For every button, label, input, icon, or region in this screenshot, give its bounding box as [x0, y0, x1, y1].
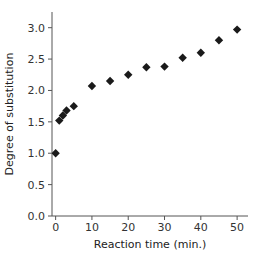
points — [52, 25, 241, 157]
point — [70, 102, 78, 110]
y-tick-label: 2.0 — [28, 84, 46, 97]
x-axis-label: Reaction time (min.) — [94, 238, 206, 251]
point — [197, 49, 205, 57]
point — [142, 63, 150, 71]
point — [178, 54, 186, 62]
x-tick-label: 50 — [230, 221, 244, 234]
x-tick-label: 30 — [158, 221, 172, 234]
y-tick-label: 1.0 — [28, 147, 46, 160]
point — [52, 149, 60, 157]
y-axis-label: Degree of substitution — [3, 53, 16, 176]
x-tick-label: 40 — [194, 221, 208, 234]
x-tick — [91, 216, 92, 220]
x-tick — [128, 216, 129, 220]
y-axis-line — [52, 12, 53, 216]
x-tick-label: 0 — [52, 221, 59, 234]
y-tick-label: 2.5 — [28, 53, 46, 66]
y-tick — [48, 184, 52, 185]
y-tick-label: 1.5 — [28, 116, 46, 129]
point — [233, 25, 241, 33]
y-tick — [48, 216, 52, 217]
x-tick — [200, 216, 201, 220]
y-tick — [48, 153, 52, 154]
x-axis-line — [52, 216, 248, 217]
point — [160, 62, 168, 70]
y-tick-label: 0.0 — [28, 210, 46, 223]
point — [124, 71, 132, 79]
x-tick — [237, 216, 238, 220]
point — [215, 36, 223, 44]
y-tick-label: 3.0 — [28, 22, 46, 35]
chart: 0 10 20 30 40 50 0.0 0.5 1.0 1.5 2.0 2.5 3.0 Reaction… — [0, 0, 260, 256]
x-tick-label: 20 — [121, 221, 135, 234]
x-tick — [55, 216, 56, 220]
y-tick — [48, 90, 52, 91]
y-tick-label: 0.5 — [28, 179, 46, 192]
point — [88, 82, 96, 90]
y-tick — [48, 27, 52, 28]
y-tick — [48, 59, 52, 60]
x-tick — [164, 216, 165, 220]
x-tick-label: 10 — [85, 221, 99, 234]
point — [106, 77, 114, 85]
y-tick — [48, 121, 52, 122]
point — [62, 106, 70, 114]
